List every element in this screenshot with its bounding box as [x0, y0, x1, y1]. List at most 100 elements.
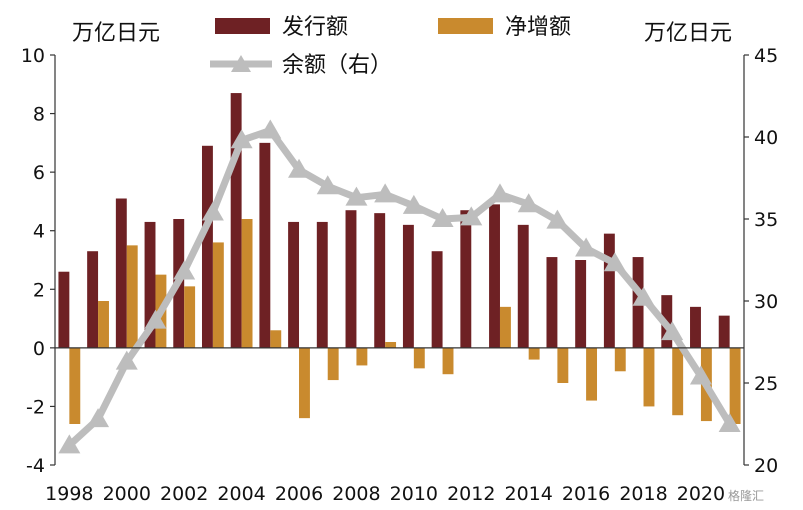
left-tick-label: 2: [33, 279, 45, 301]
legend-label-net-increase: 净增额: [505, 15, 571, 40]
balance-point: [58, 434, 81, 454]
legend-marker-balance: [231, 55, 251, 72]
left-tick-label: 0: [33, 338, 45, 360]
x-tick-label: 2016: [562, 483, 610, 505]
right-tick-label: 35: [754, 209, 778, 231]
right-axis-unit: 万亿日元: [644, 21, 732, 46]
balance-point: [632, 286, 655, 306]
balance-point: [316, 175, 339, 195]
right-tick-label: 45: [754, 45, 778, 67]
balance-point: [345, 186, 368, 206]
bar-issuance: [575, 260, 587, 348]
balance-point: [546, 209, 569, 229]
bar-net-increase: [672, 347, 684, 416]
bar-net-increase: [98, 301, 109, 348]
line-layer: [58, 119, 741, 454]
bar-issuance: [259, 142, 271, 348]
bar-net-increase: [557, 347, 569, 383]
bar-net-increase: [299, 347, 310, 419]
bar-issuance: [603, 233, 615, 348]
balance-point: [460, 206, 483, 226]
balance-point: [173, 260, 196, 280]
bar-issuance: [115, 198, 127, 348]
bar-net-increase: [729, 347, 741, 424]
bar-issuance: [402, 224, 414, 348]
balance-point: [661, 321, 684, 341]
bar-net-increase: [528, 347, 540, 360]
bar-issuance: [690, 306, 701, 348]
balance-point: [603, 252, 626, 272]
bar-net-increase: [184, 286, 196, 348]
bar-issuance: [718, 315, 730, 348]
bar-issuance: [316, 221, 328, 348]
bar-net-increase: [499, 306, 511, 348]
bar-issuance: [546, 257, 558, 348]
balance-point: [374, 183, 397, 203]
bar-issuance: [288, 221, 300, 348]
legend: 发行额 净增额 余额（右）: [210, 15, 571, 78]
left-tick-label: 10: [21, 45, 45, 67]
balance-point: [718, 413, 741, 432]
axes-layer: -4 -2 0 2 4 6 8 10 20 25 30 35 40 45 1998 2000 2002 2004 2…: [21, 45, 778, 505]
balance-point: [230, 129, 253, 149]
x-tick-label: 2002: [160, 483, 208, 505]
x-tick-label: 2012: [447, 483, 495, 505]
balance-point: [575, 237, 598, 257]
bar-issuance: [374, 213, 386, 348]
left-tick-label: 6: [33, 162, 45, 184]
bar-net-increase: [442, 347, 454, 375]
left-tick-label: -4: [26, 455, 45, 477]
x-tick-label: 2008: [332, 483, 380, 505]
bar-net-increase: [212, 242, 224, 348]
legend-swatch-net-increase: [438, 18, 493, 34]
bar-issuance: [460, 210, 472, 348]
right-tick-label: 25: [754, 373, 778, 395]
bar-net-increase: [614, 347, 626, 372]
bar-net-increase: [413, 347, 425, 369]
bar-net-increase: [385, 342, 397, 348]
left-tick-label: 8: [33, 104, 45, 126]
balance-point: [488, 183, 511, 203]
bar-issuance: [144, 221, 156, 348]
bar-issuance: [517, 224, 529, 348]
bar-net-increase: [241, 219, 253, 348]
left-tick-label: 4: [33, 221, 45, 243]
bar-net-increase: [69, 347, 81, 424]
watermark: 格隆汇: [728, 488, 764, 503]
balance-point: [144, 309, 167, 329]
bar-net-increase: [356, 347, 368, 366]
x-tick-label: 2000: [103, 483, 151, 505]
x-tick-label: 2010: [390, 483, 438, 505]
right-tick-label: 30: [754, 291, 778, 313]
bar-issuance: [230, 93, 242, 348]
legend-swatch-issuance: [215, 18, 270, 34]
balance-point: [402, 194, 425, 214]
right-tick-label: 40: [754, 127, 778, 149]
balance-point: [201, 201, 224, 221]
balance-point: [288, 158, 311, 178]
legend-label-balance: 余额（右）: [282, 53, 392, 78]
bar-issuance: [431, 251, 443, 348]
bar-net-increase: [126, 245, 138, 348]
bar-issuance: [87, 251, 99, 348]
x-tick-label: 2020: [677, 483, 725, 505]
balance-point: [689, 365, 712, 385]
bar-net-increase: [586, 347, 598, 401]
bar-issuance: [345, 210, 357, 348]
balance-point: [115, 350, 138, 370]
x-tick-label: 1998: [45, 483, 93, 505]
bar-issuance: [58, 271, 70, 348]
left-axis-unit: 万亿日元: [72, 21, 160, 46]
bar-net-increase: [270, 330, 282, 348]
balance-point: [259, 119, 282, 139]
balance-point: [431, 208, 454, 227]
x-tick-label: 2018: [619, 483, 667, 505]
x-tick-label: 2006: [275, 483, 323, 505]
balance-point: [517, 193, 540, 213]
bar-net-increase: [327, 347, 339, 381]
balance-line: [65, 126, 734, 449]
bars-layer: [58, 93, 741, 424]
legend-label-issuance: 发行额: [282, 15, 348, 40]
bar-issuance: [489, 204, 500, 348]
